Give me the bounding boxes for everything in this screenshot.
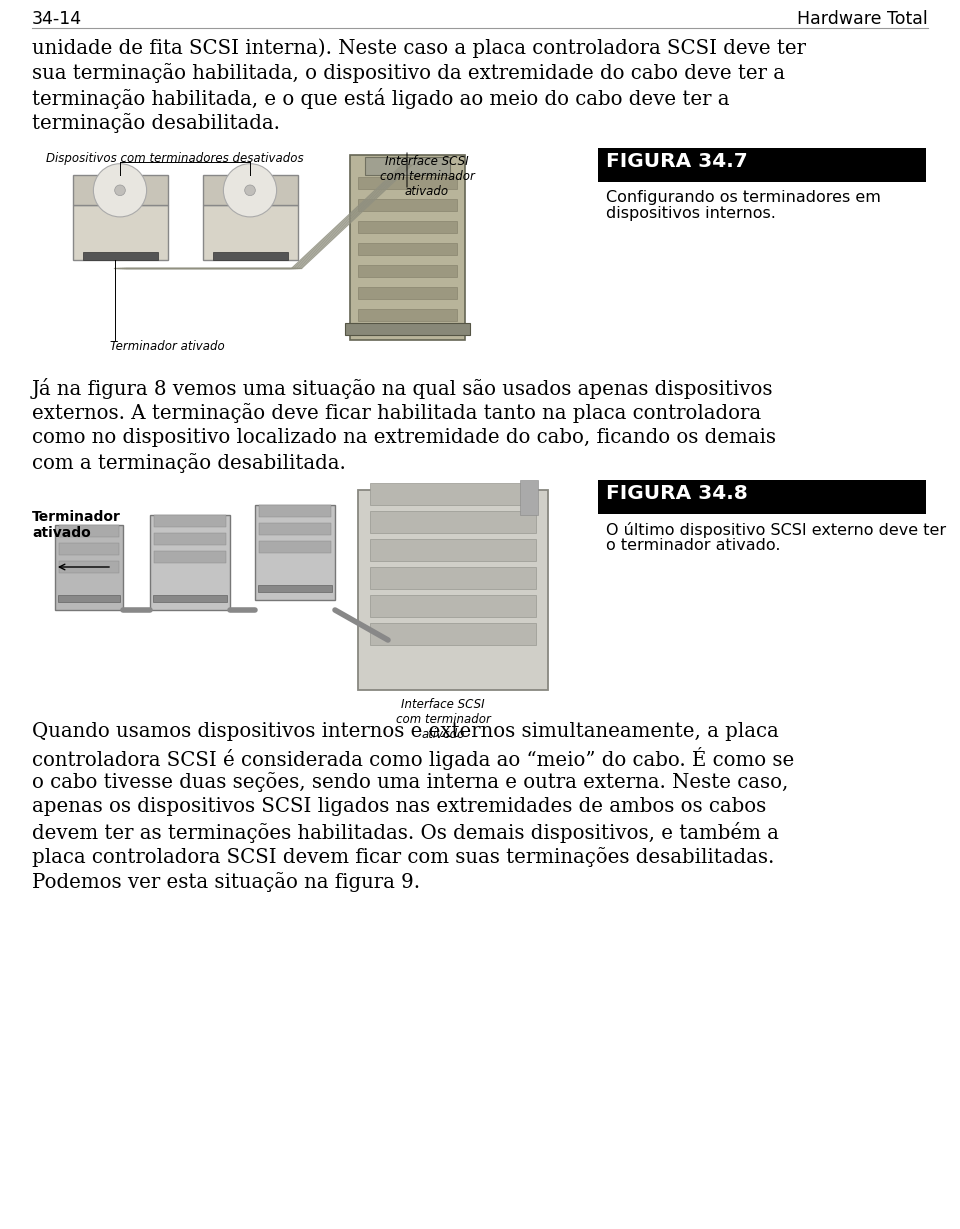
Bar — [370, 595, 536, 617]
Bar — [213, 252, 288, 261]
Bar — [370, 540, 536, 560]
Bar — [59, 560, 119, 573]
Bar — [358, 288, 457, 299]
Bar — [370, 511, 536, 533]
Text: controladora SCSI é considerada como ligada ao “meio” do cabo. É como se: controladora SCSI é considerada como lig… — [32, 747, 794, 771]
Bar — [154, 533, 226, 544]
Circle shape — [93, 163, 147, 216]
Bar — [365, 157, 450, 175]
Bar — [358, 265, 457, 277]
Text: como no dispositivo localizado na extremidade do cabo, ficando os demais: como no dispositivo localizado na extrem… — [32, 428, 776, 447]
Text: unidade de fita SCSI interna). Neste caso a placa controladora SCSI deve ter: unidade de fita SCSI interna). Neste cas… — [32, 38, 806, 58]
Bar — [358, 243, 457, 254]
Bar — [259, 541, 331, 553]
Bar — [520, 481, 538, 515]
Circle shape — [224, 163, 276, 216]
Bar — [58, 595, 120, 602]
Text: FIGURA 34.8: FIGURA 34.8 — [606, 484, 748, 503]
Text: 34-14: 34-14 — [32, 10, 83, 28]
Text: Já na figura 8 vemos uma situação na qual são usados apenas dispositivos: Já na figura 8 vemos uma situação na qua… — [32, 379, 774, 399]
Text: Podemos ver esta situação na figura 9.: Podemos ver esta situação na figura 9. — [32, 873, 420, 892]
Bar — [350, 155, 465, 340]
Text: Terminador
ativado: Terminador ativado — [32, 510, 121, 541]
Text: Quando usamos dispositivos internos e externos simultaneamente, a placa: Quando usamos dispositivos internos e ex… — [32, 721, 779, 741]
Text: Hardware Total: Hardware Total — [797, 10, 928, 28]
Text: Dispositivos com terminadores desativados: Dispositivos com terminadores desativado… — [46, 152, 303, 165]
Text: devem ter as terminações habilitadas. Os demais dispositivos, e também a: devem ter as terminações habilitadas. Os… — [32, 822, 779, 843]
Text: com a terminação desabilitada.: com a terminação desabilitada. — [32, 454, 346, 473]
Bar — [259, 524, 331, 535]
Bar — [255, 505, 335, 600]
Bar — [358, 308, 457, 321]
Bar — [370, 483, 536, 505]
Bar — [154, 551, 226, 563]
Text: externos. A terminação deve ficar habilitada tanto na placa controladora: externos. A terminação deve ficar habili… — [32, 403, 761, 423]
Text: o cabo tivesse duas seções, sendo uma interna e outra externa. Neste caso,: o cabo tivesse duas seções, sendo uma in… — [32, 772, 788, 791]
Bar — [598, 147, 926, 182]
Bar — [83, 252, 158, 261]
Bar — [203, 175, 298, 205]
Text: FIGURA 34.7: FIGURA 34.7 — [606, 152, 748, 171]
Bar — [258, 585, 332, 592]
Bar — [73, 175, 168, 205]
Text: dispositivos internos.: dispositivos internos. — [606, 206, 776, 221]
Bar — [358, 177, 457, 189]
Text: terminação desabilitada.: terminação desabilitada. — [32, 113, 280, 133]
Bar — [358, 199, 457, 211]
Text: o terminador ativado.: o terminador ativado. — [606, 538, 780, 553]
Bar — [259, 505, 331, 517]
Bar — [370, 623, 536, 645]
Text: Terminador ativado: Terminador ativado — [110, 340, 225, 353]
Bar — [370, 567, 536, 589]
Bar — [73, 205, 168, 261]
Bar — [154, 515, 226, 527]
Bar — [59, 543, 119, 556]
Text: sua terminação habilitada, o dispositivo da extremidade do cabo deve ter a: sua terminação habilitada, o dispositivo… — [32, 63, 785, 84]
Bar — [598, 481, 926, 514]
Bar — [345, 323, 470, 336]
Bar — [358, 221, 457, 234]
Text: O último dispositivo SCSI externo deve ter: O último dispositivo SCSI externo deve t… — [606, 522, 947, 538]
Text: placa controladora SCSI devem ficar com suas terminações desabilitadas.: placa controladora SCSI devem ficar com … — [32, 847, 775, 866]
Circle shape — [245, 186, 255, 195]
Bar — [358, 490, 548, 689]
Bar — [153, 595, 227, 602]
Bar — [203, 205, 298, 261]
Text: apenas os dispositivos SCSI ligados nas extremidades de ambos os cabos: apenas os dispositivos SCSI ligados nas … — [32, 796, 766, 816]
Bar — [55, 525, 123, 610]
Bar — [59, 525, 119, 537]
Circle shape — [114, 186, 126, 195]
Text: terminação habilitada, e o que está ligado ao meio do cabo deve ter a: terminação habilitada, e o que está liga… — [32, 88, 730, 109]
Text: Interface SCSI
com terminador
ativado: Interface SCSI com terminador ativado — [379, 155, 474, 198]
Text: Configurando os terminadores em: Configurando os terminadores em — [606, 190, 881, 205]
Bar — [150, 515, 230, 610]
Text: Interface SCSI
com terminador
ativcdo: Interface SCSI com terminador ativcdo — [396, 698, 491, 741]
